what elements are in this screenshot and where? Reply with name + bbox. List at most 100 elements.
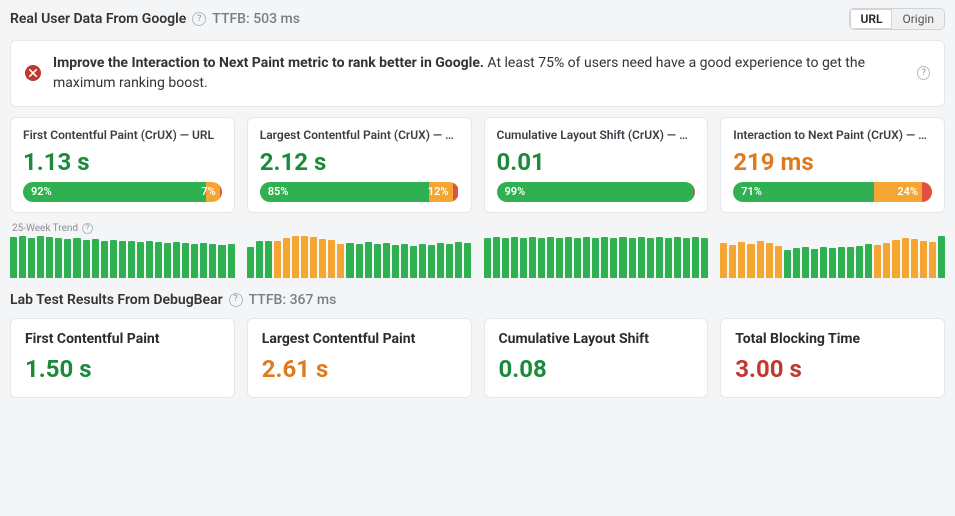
trend-bar [502,238,509,277]
trend-bar [46,237,53,277]
metric-value: 1.13 s [23,150,222,174]
dist-good: 71% [733,182,874,202]
trend-bar [911,239,918,278]
crux-card[interactable]: Interaction to Next Paint (CrUX) — … 219 … [720,117,945,213]
trend-bar [665,238,672,277]
dist-poor [922,182,932,202]
trend-bar [328,240,335,278]
help-icon[interactable]: ? [192,12,206,26]
trend-bar [55,238,62,278]
trend-bar [529,237,536,277]
trend-bar [610,238,617,277]
metric-label: First Contentful Paint (CrUX) — URL [23,128,222,142]
crux-card[interactable]: Cumulative Layout Shift (CrUX) — …0.0199… [484,117,709,213]
distribution-bar: 92%7% [23,182,222,202]
dist-poor [220,182,222,202]
trend-bar [310,237,317,277]
lab-card[interactable]: Total Blocking Time3.00 s [720,318,945,398]
trend-bar [346,243,353,277]
trend-bar [729,245,736,278]
trend-bar [218,245,225,278]
trend-bar [847,247,854,277]
distribution-bar: 71%24% [733,182,932,202]
lab-ttfb: TTFB: 367 ms [249,292,337,308]
dist-ok: 12% [429,182,453,202]
lab-card[interactable]: Largest Contentful Paint2.61 s [247,318,472,398]
ranking-alert: Improve the Interaction to Next Paint me… [10,40,945,107]
trend-bar [938,236,945,277]
trend-bar [337,244,344,278]
url-origin-toggle: URL Origin [849,8,945,30]
crux-card[interactable]: Largest Contentful Paint (CrUX) — … 2.12 … [247,117,472,213]
trend-bar [19,236,26,277]
trend-bar [401,244,408,278]
dist-ok: 7% [206,182,220,202]
distribution-bar: 85%12% [260,182,459,202]
lab-cards: First Contentful Paint1.50 sLargest Cont… [10,318,945,398]
crux-card[interactable]: First Contentful Paint (CrUX) — URL 1.13 … [10,117,235,213]
trend-bar [784,250,791,278]
trend-bar [656,237,663,277]
trend-bar [638,237,645,277]
trend-bar [556,238,563,277]
trend-bar [811,249,818,278]
dist-poor [693,182,695,202]
real-user-title: Real User Data From Google [10,11,186,27]
trend-bar [292,236,299,277]
dist-good: 99% [497,182,694,202]
trend-bar [766,243,773,277]
trend-chart[interactable] [247,236,472,278]
trend-bar [37,236,44,278]
trend-bar [301,236,308,278]
trend-bar [73,238,80,277]
trend-bar [247,247,254,278]
trend-bar [265,241,272,277]
lab-card[interactable]: First Contentful Paint1.50 s [10,318,235,398]
trend-bar [128,241,135,278]
trend-bar [547,237,554,277]
trend-chart[interactable] [484,236,709,278]
metric-label: Cumulative Layout Shift (CrUX) — … [497,128,696,142]
lab-metric-value: 3.00 s [735,355,930,383]
trend-bar [200,243,207,277]
trend-bar [356,244,363,278]
trend-bar [428,245,435,278]
help-icon[interactable]: ? [229,293,243,307]
trend-bar [629,238,636,277]
lab-header: Lab Test Results From DebugBear ? TTFB: … [10,292,945,308]
trend-chart[interactable] [10,236,235,278]
trend-bar [701,238,708,277]
metric-label: Interaction to Next Paint (CrUX) — … [733,128,932,142]
trend-bar [164,243,171,277]
trend-bar [720,243,727,277]
real-ttfb: TTFB: 503 ms [212,11,300,27]
metric-value: 219 ms [733,150,932,174]
trend-bar [902,238,909,277]
trend-bar [137,242,144,277]
trend-chart[interactable] [720,236,945,278]
lab-card[interactable]: Cumulative Layout Shift 0.08 [484,318,709,398]
trend-bar [829,248,836,277]
lab-metric-label: Cumulative Layout Shift [499,331,694,347]
error-icon [25,65,41,81]
help-icon[interactable]: ? [917,66,930,80]
trend-bar [64,239,71,278]
crux-cards: First Contentful Paint (CrUX) — URL 1.13 … [10,117,945,213]
metric-value: 2.12 s [260,150,459,174]
toggle-url[interactable]: URL [850,9,892,29]
trend-bar [674,237,681,277]
lab-metric-value: 0.08 [499,355,694,383]
trend-bar [802,247,809,277]
lab-metric-label: First Contentful Paint [25,331,220,347]
trend-bar [920,241,927,278]
alert-message: Improve the Interaction to Next Paint me… [53,53,905,94]
trend-bar [101,241,108,278]
trend-bar [592,238,599,277]
toggle-origin[interactable]: Origin [892,9,944,29]
trend-bar [793,248,800,277]
help-icon[interactable]: ? [82,223,93,234]
trend-bar [146,241,153,277]
metric-label: Largest Contentful Paint (CrUX) — … [260,128,459,142]
trend-bar [601,237,608,277]
lab-metric-label: Largest Contentful Paint [262,331,457,347]
